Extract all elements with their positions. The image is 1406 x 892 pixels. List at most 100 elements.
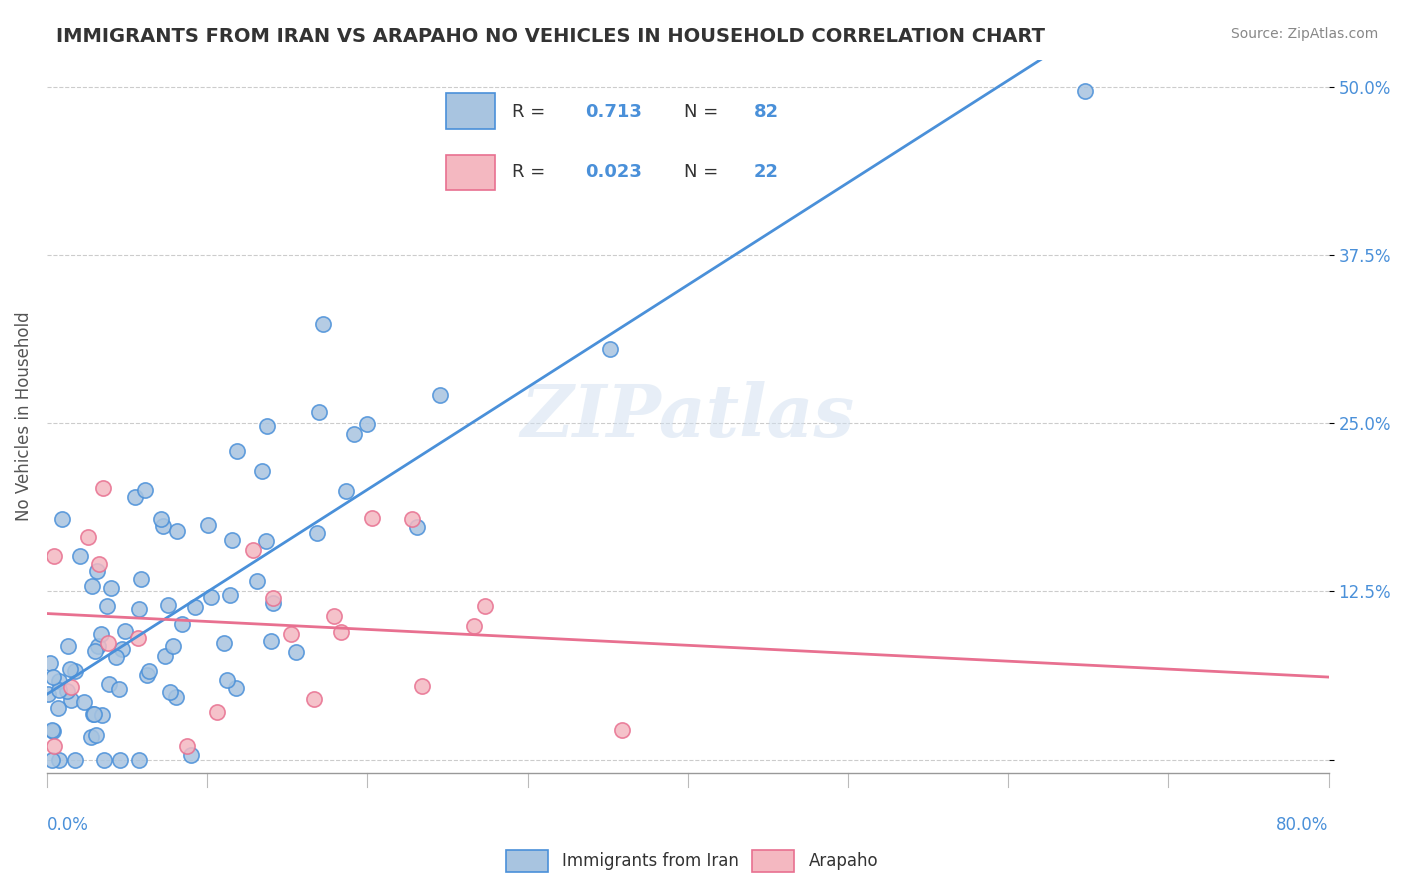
- Point: [162, 639, 184, 653]
- Point: [97, 636, 120, 650]
- Point: [207, 705, 229, 719]
- Point: [322, 608, 344, 623]
- Text: IMMIGRANTS FROM IRAN VS ARAPAHO NO VEHICLES IN HOUSEHOLD CORRELATION CHART: IMMIGRANTS FROM IRAN VS ARAPAHO NO VEHIC…: [56, 27, 1045, 45]
- Point: [221, 533, 243, 547]
- Point: [42, 549, 65, 564]
- Point: [312, 317, 335, 331]
- Point: [114, 624, 136, 639]
- Point: [128, 753, 150, 767]
- Point: [93, 753, 115, 767]
- Point: [124, 491, 146, 505]
- Point: [262, 595, 284, 609]
- Point: [46, 701, 69, 715]
- Text: 0.0%: 0.0%: [46, 816, 89, 834]
- Point: [83, 707, 105, 722]
- Point: [108, 681, 131, 696]
- Point: [308, 405, 330, 419]
- Point: [69, 549, 91, 564]
- Point: [170, 617, 193, 632]
- Point: [184, 600, 207, 615]
- Text: Immigrants from Iran: Immigrants from Iran: [562, 852, 740, 870]
- Point: [80, 579, 103, 593]
- Point: [343, 427, 366, 442]
- Point: [200, 590, 222, 604]
- Point: [262, 591, 284, 605]
- Point: [180, 747, 202, 762]
- Point: [84, 729, 107, 743]
- Point: [138, 664, 160, 678]
- Point: [42, 739, 65, 754]
- Point: [166, 524, 188, 539]
- Point: [108, 753, 131, 767]
- Point: [599, 342, 621, 356]
- Point: [48, 673, 70, 688]
- Point: [41, 670, 63, 684]
- Point: [245, 574, 267, 588]
- Point: [96, 599, 118, 613]
- Point: [254, 534, 277, 549]
- Point: [356, 417, 378, 431]
- Point: [474, 599, 496, 614]
- Point: [411, 680, 433, 694]
- Point: [329, 624, 352, 639]
- Point: [86, 564, 108, 578]
- Point: [219, 588, 242, 602]
- Point: [1074, 84, 1097, 98]
- Point: [136, 668, 159, 682]
- Text: 80.0%: 80.0%: [1277, 816, 1329, 834]
- Point: [84, 644, 107, 658]
- Point: [59, 662, 82, 676]
- Point: [152, 518, 174, 533]
- Point: [335, 484, 357, 499]
- Point: [98, 677, 121, 691]
- Text: Source: ZipAtlas.com: Source: ZipAtlas.com: [1230, 27, 1378, 41]
- Point: [176, 739, 198, 754]
- Point: [157, 598, 180, 612]
- Point: [212, 636, 235, 650]
- Point: [56, 639, 79, 653]
- Point: [55, 684, 77, 698]
- Point: [215, 673, 238, 687]
- Point: [429, 388, 451, 402]
- Point: [165, 690, 187, 704]
- Point: [80, 730, 103, 744]
- Point: [90, 626, 112, 640]
- Point: [59, 680, 82, 694]
- Point: [250, 464, 273, 478]
- Point: [406, 519, 429, 533]
- Point: [361, 511, 384, 525]
- Point: [89, 557, 111, 571]
- Point: [131, 572, 153, 586]
- Point: [197, 518, 219, 533]
- Text: ZIPatlas: ZIPatlas: [520, 381, 855, 452]
- Point: [105, 650, 128, 665]
- Point: [128, 602, 150, 616]
- Point: [100, 581, 122, 595]
- Text: Arapaho: Arapaho: [808, 852, 879, 870]
- Point: [463, 619, 485, 633]
- Point: [93, 481, 115, 495]
- Point: [41, 723, 63, 737]
- Point: [610, 723, 633, 737]
- Point: [153, 649, 176, 664]
- Point: [48, 753, 70, 767]
- Point: [256, 418, 278, 433]
- Point: [42, 724, 65, 739]
- Point: [77, 530, 100, 544]
- Point: [134, 483, 156, 498]
- Point: [304, 692, 326, 706]
- Point: [48, 683, 70, 698]
- Point: [59, 692, 82, 706]
- FancyBboxPatch shape: [752, 849, 794, 872]
- Point: [285, 645, 308, 659]
- Point: [87, 639, 110, 653]
- Point: [111, 641, 134, 656]
- Point: [82, 707, 104, 722]
- Point: [51, 512, 73, 526]
- Point: [242, 542, 264, 557]
- Point: [65, 664, 87, 678]
- Point: [401, 512, 423, 526]
- Point: [150, 512, 173, 526]
- Point: [73, 695, 96, 709]
- Point: [63, 753, 86, 767]
